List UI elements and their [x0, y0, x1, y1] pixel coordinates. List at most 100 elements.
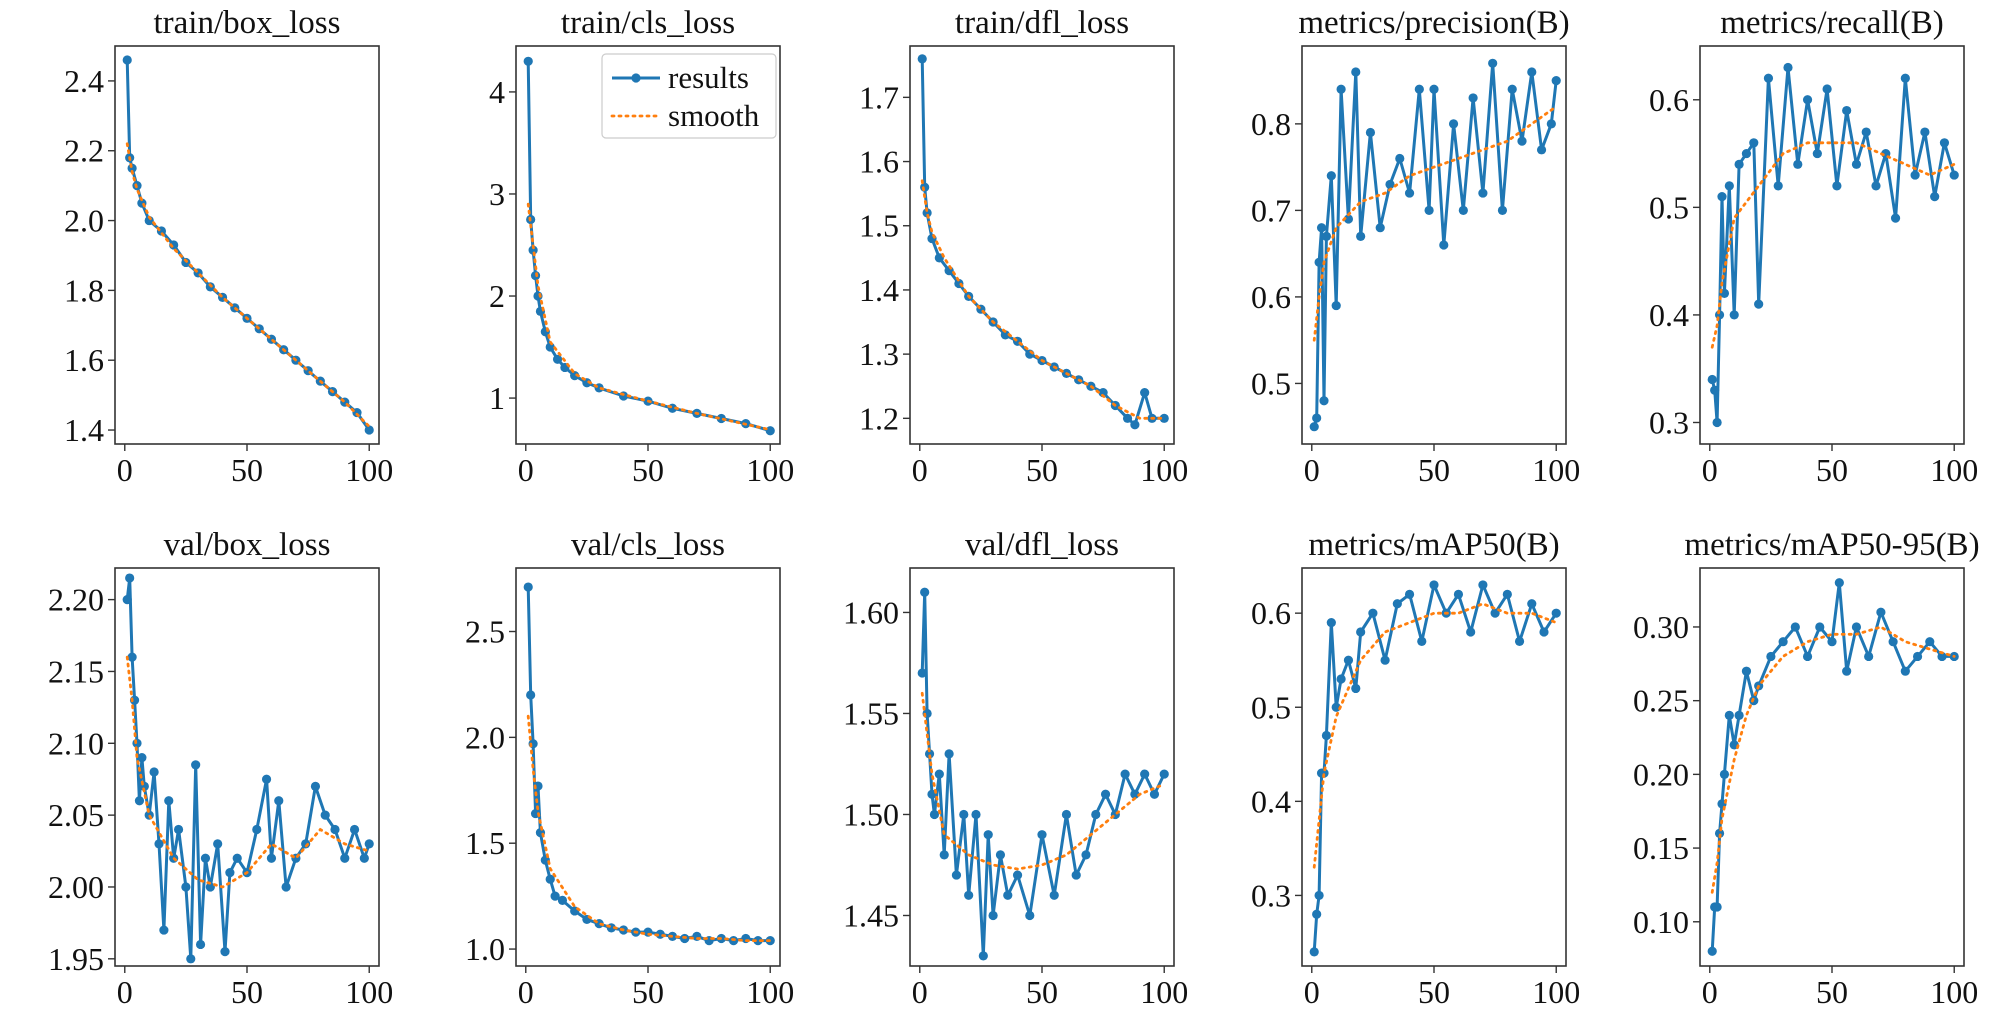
data-point-results	[1527, 67, 1537, 77]
chart-title: val/dfl_loss	[965, 527, 1119, 563]
y-tick-label: 2.15	[48, 653, 104, 689]
data-point-results	[1336, 84, 1346, 94]
data-point-results	[205, 882, 215, 892]
x-tick-label: 0	[912, 974, 928, 1010]
data-point-results	[1925, 637, 1935, 647]
y-tick-label: 0.3	[1649, 404, 1689, 440]
data-point-results	[1517, 136, 1527, 146]
y-tick-label: 0.15	[1633, 830, 1689, 866]
data-point-results	[1930, 191, 1940, 202]
series-line-smooth	[1710, 625, 1956, 894]
chart-title: metrics/mAP50(B)	[1308, 527, 1559, 563]
series-line-smooth	[1710, 141, 1956, 349]
data-point-results	[1365, 127, 1376, 138]
data-point-results	[1319, 768, 1329, 778]
chart-metrics-recall-b: metrics/recall(B) 0.3 0.4 0.5 0.6 0 50 100	[1649, 5, 1978, 488]
x-tick-label: 0	[117, 974, 133, 1010]
data-point-results	[1314, 890, 1324, 901]
data-point-results	[1424, 205, 1434, 215]
legend-results-label: results	[668, 60, 749, 95]
data-point-results	[1749, 138, 1759, 148]
y-tick-label: 0.6	[1251, 279, 1291, 315]
data-point-results	[340, 853, 350, 863]
data-point-results	[1851, 159, 1862, 169]
data-point-results	[1812, 148, 1822, 159]
legend-results-marker	[631, 73, 641, 83]
chart-val-dfl-loss: val/dfl_loss 1.45 1.50 1.55 1.60 0 50 100	[843, 527, 1188, 1010]
y-tick-label: 1.2	[859, 400, 899, 436]
data-point-results	[765, 426, 775, 436]
data-point-results	[1375, 223, 1385, 233]
data-point-results	[181, 882, 191, 892]
chart-title: train/cls_loss	[561, 5, 735, 41]
data-point-results	[1724, 710, 1734, 721]
chart-title: train/box_loss	[154, 5, 341, 41]
data-point-results	[924, 749, 935, 759]
data-point-results	[1488, 58, 1498, 68]
data-point-results	[1842, 666, 1852, 676]
data-point-results	[1356, 231, 1366, 241]
data-point-results	[1049, 890, 1059, 900]
data-point-results	[920, 587, 930, 597]
data-point-results	[1741, 666, 1752, 676]
data-point-results	[281, 882, 291, 892]
data-point-results	[545, 874, 555, 884]
data-point-results	[1120, 769, 1130, 779]
data-point-results	[1815, 622, 1825, 632]
data-point-results	[252, 824, 262, 835]
plot-frame	[1301, 567, 1567, 967]
data-point-results	[364, 839, 374, 849]
y-tick-label: 3	[489, 176, 505, 212]
data-point-results	[1392, 599, 1402, 609]
data-point-results	[1712, 902, 1722, 912]
data-point-results	[1159, 413, 1169, 423]
data-point-results	[1490, 608, 1500, 618]
data-point-results	[1091, 809, 1101, 820]
data-point-results	[122, 595, 132, 605]
plot-frame	[515, 45, 781, 445]
y-tick-label: 2	[489, 278, 505, 314]
data-point-results	[1343, 214, 1354, 224]
data-point-results	[1507, 84, 1517, 94]
plot-frame	[1699, 567, 1965, 967]
data-point-results	[1312, 413, 1322, 423]
y-tick-label: 0.10	[1633, 904, 1689, 940]
data-point-results	[225, 868, 235, 878]
x-tick-label: 0	[1304, 452, 1320, 488]
data-point-results	[1834, 578, 1844, 588]
data-point-results	[1037, 830, 1047, 840]
data-point-results	[1802, 95, 1813, 105]
data-point-results	[1827, 637, 1837, 647]
x-tick-label: 100	[746, 452, 794, 488]
x-tick-label: 100	[1532, 974, 1580, 1010]
y-tick-label: 0.5	[1251, 689, 1291, 725]
chart-val-box-loss: val/box_loss 1.95 2.00 2.05 2.10 2.15 2.20 0 50 1…	[48, 527, 393, 1010]
data-point-results	[1316, 223, 1327, 233]
data-point-results	[557, 895, 568, 905]
data-point-results	[1478, 188, 1488, 198]
y-tick-label: 2.05	[48, 797, 104, 833]
data-point-results	[1707, 946, 1717, 956]
data-point-results	[220, 947, 230, 957]
y-tick-label: 1.95	[48, 941, 104, 977]
data-point-results	[983, 830, 993, 840]
data-point-results	[716, 413, 726, 424]
data-point-results	[1071, 870, 1081, 880]
x-tick-label: 0	[117, 452, 133, 488]
series-line-smooth	[1312, 105, 1558, 342]
data-point-results	[917, 668, 927, 678]
data-point-results	[1453, 589, 1464, 599]
data-point-results	[1404, 589, 1415, 599]
series-line-smooth	[920, 179, 1166, 420]
data-point-results	[349, 824, 360, 835]
y-tick-label: 1.50	[843, 796, 899, 832]
data-point-results	[310, 781, 321, 791]
data-point-results	[1900, 666, 1910, 676]
data-point-results	[1380, 655, 1390, 665]
data-point-results	[1012, 870, 1023, 880]
data-point-results	[917, 54, 927, 64]
data-point-results	[1763, 73, 1774, 83]
data-point-results	[1395, 153, 1405, 164]
y-tick-label: 0.20	[1633, 756, 1689, 792]
